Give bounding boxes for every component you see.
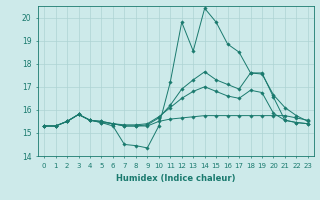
X-axis label: Humidex (Indice chaleur): Humidex (Indice chaleur) [116,174,236,184]
